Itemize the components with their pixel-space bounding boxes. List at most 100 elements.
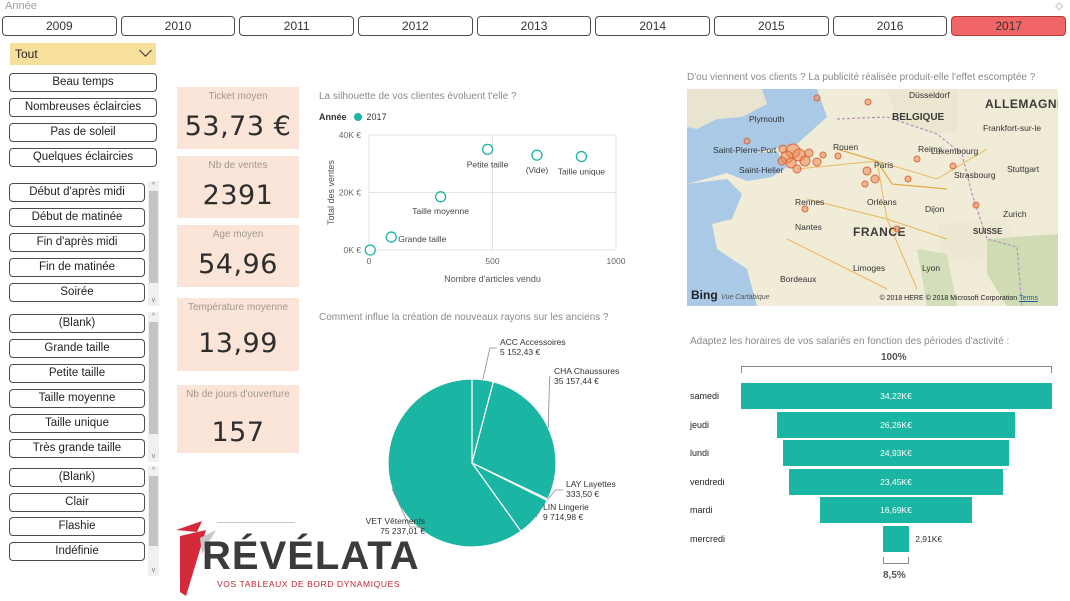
kpi-card: Ticket moyen 53,73 € <box>177 87 299 149</box>
map-city-label: Saint-Helier <box>739 165 784 175</box>
map-marker[interactable] <box>870 174 880 184</box>
size-option[interactable]: Grande taille <box>9 339 145 358</box>
size-option[interactable]: Taille unique <box>9 414 145 433</box>
kpi-value: 53,73 € <box>184 111 292 142</box>
map-marker[interactable] <box>778 144 788 154</box>
time-option[interactable]: Fin d'après midi <box>9 233 145 252</box>
scroll-up-icon[interactable]: ^ <box>151 182 156 189</box>
funnel-bar-value: 16,69K€ <box>880 505 912 516</box>
map-marker[interactable] <box>777 156 787 166</box>
customer-map[interactable]: Düsseldorf Plymouth Saint-Pierre-Port Saint… <box>687 89 1058 306</box>
pie-slice[interactable] <box>387 378 522 548</box>
funnel-day-label: lundi <box>690 448 710 459</box>
funnel-bar[interactable] <box>882 526 910 552</box>
size-option[interactable]: (Blank) <box>9 314 145 333</box>
year-button-2013[interactable]: 2013 <box>476 16 592 36</box>
map-copyright: © 2018 HERE © 2018 Microsoft Corporation… <box>880 295 1038 302</box>
year-button-2009[interactable]: 2009 <box>2 16 117 36</box>
scatter-point[interactable] <box>531 149 543 161</box>
scatter-point[interactable] <box>385 231 397 243</box>
type-option[interactable]: Clair <box>9 492 145 512</box>
scatter-point[interactable] <box>434 191 447 203</box>
year-button-2011[interactable]: 2011 <box>239 16 355 36</box>
pie-leader-line <box>535 512 540 518</box>
map-country-label: FRANCE <box>853 225 906 239</box>
funnel-bar-value: 26,26K€ <box>880 419 912 430</box>
scatter-y-label: Total des ventes <box>326 159 336 225</box>
map-city-label: Lyon <box>922 263 941 273</box>
type-option[interactable]: Indéfinie <box>9 541 145 561</box>
map-marker[interactable] <box>913 155 921 163</box>
scroll-down-icon[interactable]: v <box>151 453 156 460</box>
scrollbar-thumb[interactable] <box>149 191 158 283</box>
funnel-bar[interactable]: 24,93K€ <box>782 440 1010 467</box>
weather-option[interactable]: Pas de soleil <box>9 123 157 142</box>
pie-leader-line <box>547 376 551 428</box>
scrollbar-thumb[interactable] <box>149 322 158 434</box>
filter-dropdown[interactable]: Tout <box>10 43 156 65</box>
eraser-icon[interactable]: ◇ <box>1055 1 1063 12</box>
size-option[interactable]: Taille moyenne <box>9 389 145 408</box>
funnel-bar[interactable]: 16,69K€ <box>820 497 972 524</box>
map-marker[interactable] <box>819 151 827 159</box>
type-option[interactable]: (Blank) <box>9 468 145 487</box>
time-option[interactable]: Fin de matinée <box>9 258 145 277</box>
size-scrollbar[interactable]: ^ v <box>148 312 159 462</box>
pie-label-name: LIN Lingerie <box>543 502 589 512</box>
pie-leader-line <box>482 347 497 380</box>
scatter-x-label: Nombre d'articles vendu <box>444 274 541 284</box>
map-marker[interactable] <box>893 225 901 233</box>
weather-option[interactable]: Nombreuses éclaircies <box>9 98 157 117</box>
map-marker[interactable] <box>812 157 822 167</box>
scatter-point[interactable] <box>575 150 588 163</box>
map-marker[interactable] <box>801 205 809 213</box>
funnel-bar-value: 2,91K€ <box>915 534 943 544</box>
logo-wordmark: RÉVÉLATA <box>202 534 420 578</box>
year-button-2014[interactable]: 2014 <box>595 16 711 36</box>
scroll-down-icon[interactable]: v <box>151 297 156 304</box>
scroll-down-icon[interactable]: v <box>151 567 156 574</box>
type-option[interactable]: Flashie <box>9 517 145 536</box>
funnel-day-label: jeudi <box>690 419 710 430</box>
year-button-2016[interactable]: 2016 <box>832 16 948 36</box>
map-marker[interactable] <box>834 152 842 160</box>
funnel-bar[interactable]: 34,22K€ <box>740 383 1052 409</box>
map-marker[interactable] <box>743 137 751 145</box>
scroll-up-icon[interactable]: ^ <box>151 467 156 474</box>
time-option[interactable]: Début d'après midi <box>9 183 145 202</box>
scrollbar-thumb[interactable] <box>149 476 158 546</box>
size-option[interactable]: Petite taille <box>9 364 145 383</box>
funnel-bar-value: 34,22K€ <box>880 391 912 401</box>
scatter-point[interactable] <box>481 143 494 156</box>
kpi-card: Age moyen 54,96 <box>177 225 299 287</box>
map-marker[interactable] <box>799 155 811 167</box>
map-marker[interactable] <box>861 180 869 188</box>
map-marker[interactable] <box>949 162 957 170</box>
time-scrollbar[interactable]: ^ v <box>148 181 159 306</box>
size-option[interactable]: Très grande taille <box>9 439 145 458</box>
map-terms-link[interactable]: Terms <box>1018 295 1038 302</box>
funnel-bar[interactable]: 26,26K€ <box>776 411 1016 438</box>
scatter-x-tick: 500 <box>485 256 499 266</box>
map-marker[interactable] <box>792 164 802 174</box>
year-button-2010[interactable]: 2010 <box>120 16 236 36</box>
weather-option[interactable]: Beau temps <box>9 73 157 92</box>
year-button-2015[interactable]: 2015 <box>714 16 829 36</box>
map-marker[interactable] <box>804 148 814 158</box>
time-option[interactable]: Soirée <box>9 283 145 302</box>
weather-option[interactable]: Quelques éclaircies <box>9 148 157 167</box>
scroll-up-icon[interactable]: ^ <box>151 313 156 320</box>
scatter-point[interactable] <box>364 244 376 256</box>
year-button-2017[interactable]: 2017 <box>951 16 1067 36</box>
year-button-2012[interactable]: 2012 <box>358 16 473 36</box>
map-city-label: Plymouth <box>749 114 785 124</box>
map-marker[interactable] <box>904 175 912 183</box>
map-marker[interactable] <box>862 166 872 176</box>
map-marker[interactable] <box>972 201 980 209</box>
funnel-bar[interactable]: 23,45K€ <box>789 468 1003 495</box>
time-option[interactable]: Début de matinée <box>9 208 145 227</box>
type-scrollbar[interactable]: ^ v <box>148 466 159 576</box>
map-city-label: Paris <box>874 160 894 170</box>
map-marker[interactable] <box>813 94 821 102</box>
map-marker[interactable] <box>864 98 872 106</box>
